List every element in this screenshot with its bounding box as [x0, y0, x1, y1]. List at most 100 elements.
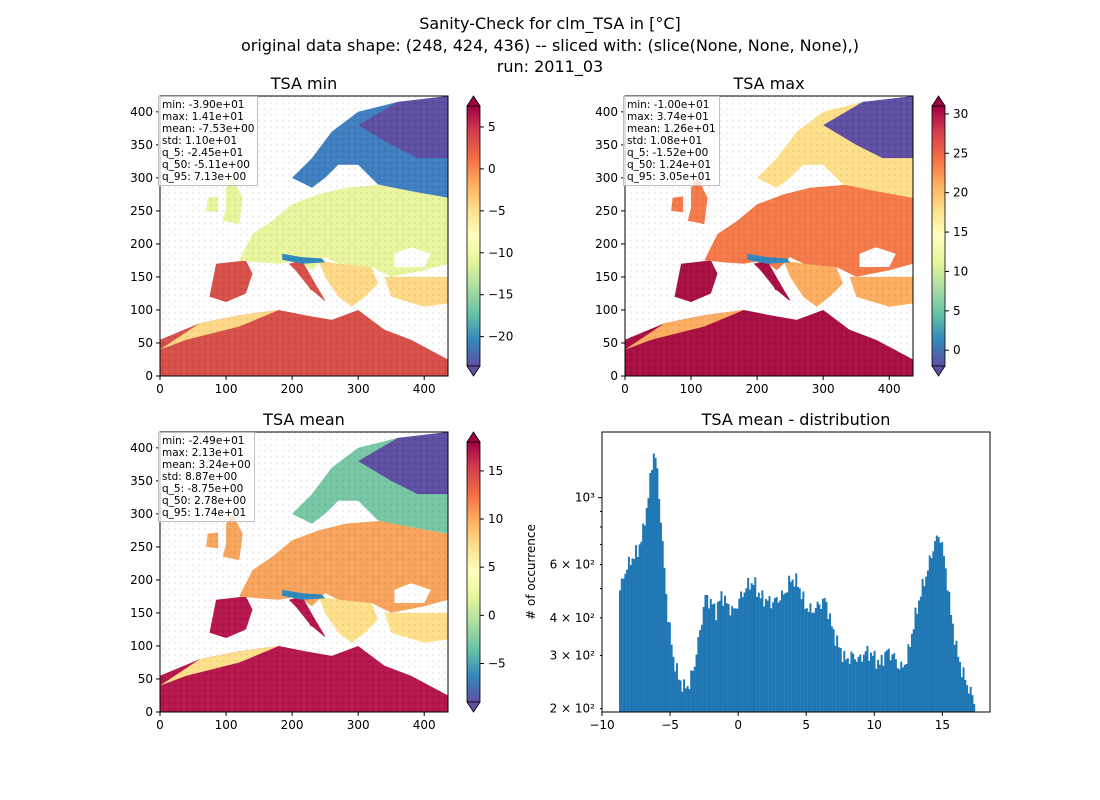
histogram-bar — [910, 633, 913, 712]
y-tick-label: 100 — [130, 639, 153, 653]
histogram-bar — [886, 650, 888, 712]
stats-box-tsa-mean: min: -2.49e+01 max: 2.13e+01 mean: 3.24e… — [158, 432, 255, 522]
histogram-bar — [925, 576, 928, 712]
histogram-bar — [827, 619, 830, 712]
histogram-bar — [836, 635, 839, 712]
colorbar-extend-min — [466, 701, 481, 713]
histogram-bar — [955, 640, 958, 712]
histogram-bar — [861, 661, 864, 712]
histogram-bar — [939, 542, 942, 712]
histogram-bar — [636, 557, 639, 712]
y-tick-label: 150 — [130, 606, 153, 620]
histogram-bar — [752, 585, 755, 712]
histogram-bar — [871, 655, 874, 712]
histogram-bar — [902, 667, 905, 712]
histogram-bar — [823, 598, 826, 712]
y-tick-label: 3 × 10² — [550, 649, 596, 663]
histogram-bar — [775, 596, 778, 712]
histogram-bar — [761, 590, 764, 712]
y-tick-label: 250 — [130, 540, 153, 554]
histogram-bar — [672, 656, 675, 712]
histogram-bar — [971, 695, 974, 712]
histogram-bar — [848, 663, 851, 712]
y-tick-label: 300 — [130, 507, 153, 521]
x-tick-label: 0 — [621, 382, 629, 396]
histogram-bar — [635, 545, 638, 712]
colorbar-tick-label: 15 — [488, 464, 503, 478]
histogram-bar — [966, 685, 969, 712]
histogram-bar — [864, 651, 867, 712]
histogram-bar — [950, 614, 953, 712]
histogram-bar — [797, 586, 799, 712]
histogram-bar — [959, 661, 961, 712]
histogram-bar — [766, 600, 769, 712]
y-tick-label: 300 — [130, 171, 153, 185]
histogram-bar — [811, 612, 814, 712]
histogram-bar — [887, 648, 890, 712]
histogram-bar — [944, 568, 947, 712]
colorbar-tick-label: 10 — [953, 264, 968, 278]
histogram-bar — [768, 595, 771, 712]
histogram-bar — [893, 653, 896, 712]
histogram-bar — [960, 677, 963, 712]
histogram-bar — [727, 604, 730, 712]
stat-max: max: 3.74e+01 — [627, 111, 709, 123]
histogram-bar — [919, 596, 922, 712]
histogram-bar — [829, 613, 832, 712]
histogram-bar — [781, 590, 783, 712]
histogram-bar — [700, 624, 703, 712]
histogram-bar — [800, 599, 803, 712]
histogram-bar — [668, 622, 671, 712]
histogram-bar — [667, 622, 670, 712]
stat-min: min: -1.00e+01 — [627, 99, 710, 111]
colorbar-extend-min — [931, 365, 946, 377]
histogram-bar — [679, 680, 682, 712]
histogram-bar — [834, 645, 837, 712]
y-tick-label: 100 — [595, 303, 618, 317]
panel-title: TSA min — [270, 74, 337, 93]
y-tick-label: 400 — [595, 105, 618, 119]
histogram-bar — [693, 666, 696, 712]
histogram-bar — [782, 594, 785, 712]
y-tick-label: 50 — [138, 672, 153, 686]
colorbar-tick-label: 5 — [953, 304, 961, 318]
figure-title-line-1: Sanity-Check for clm_TSA in [°C] — [419, 14, 681, 33]
histogram-bar — [843, 650, 846, 712]
histogram-bar — [857, 656, 860, 712]
x-tick-label: 0 — [156, 718, 164, 732]
stat-max: max: 1.41e+01 — [162, 111, 244, 123]
histogram-bar — [951, 623, 954, 712]
histogram-bar — [809, 603, 812, 712]
colorbar-tick-label: 0 — [488, 162, 496, 176]
histogram-bar — [681, 691, 684, 712]
histogram-bar — [935, 535, 938, 712]
y-tick-label: 50 — [138, 336, 153, 350]
colorbar-tick-label: −15 — [488, 288, 513, 302]
histogram-bar — [718, 600, 721, 712]
histogram-bar — [731, 606, 734, 712]
histogram-bar — [670, 644, 673, 712]
histogram-bar — [640, 541, 643, 712]
histogram-bar — [779, 600, 782, 712]
x-tick-label: 400 — [413, 382, 436, 396]
y-tick-label: 0 — [145, 369, 153, 383]
histogram-bar — [759, 598, 762, 712]
histogram-bar — [709, 598, 712, 712]
x-tick-label: 400 — [878, 382, 901, 396]
histogram-bar — [626, 569, 629, 712]
histogram-bar — [953, 644, 956, 712]
colorbar — [466, 105, 481, 367]
y-tick-label: 150 — [595, 270, 618, 284]
histogram-bar — [964, 679, 967, 712]
histogram-bar — [850, 651, 853, 712]
histogram-bar — [804, 608, 807, 712]
panel-title: TSA mean — [262, 410, 345, 429]
histogram-bar — [661, 541, 664, 712]
x-tick-label: 400 — [413, 718, 436, 732]
x-tick-label: 200 — [746, 382, 769, 396]
stat-q50: q_50: 2.78e+00 — [162, 495, 247, 507]
panel-title: TSA max — [732, 74, 804, 93]
histogram-bar — [948, 591, 951, 712]
histogram-bar — [741, 597, 744, 712]
